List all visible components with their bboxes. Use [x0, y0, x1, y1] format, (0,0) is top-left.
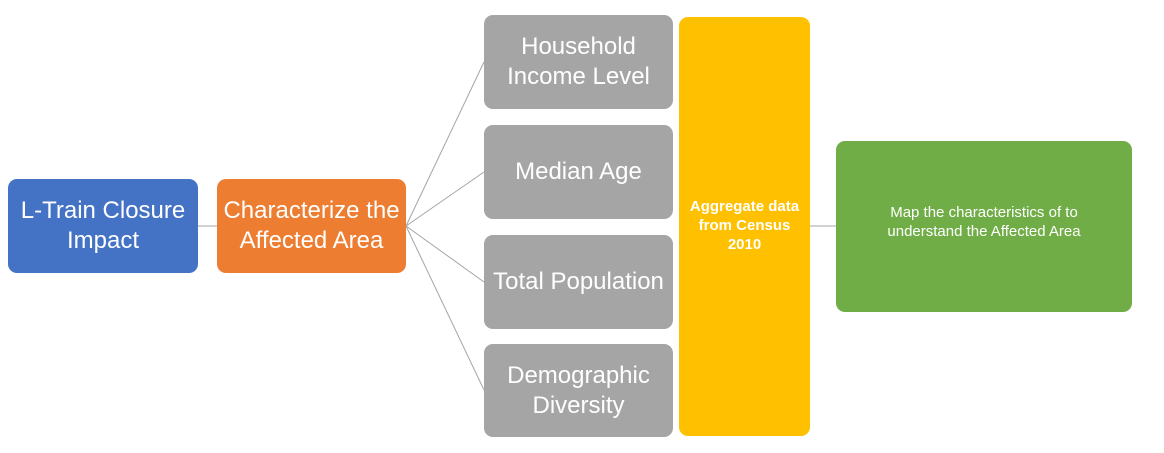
- branch-node-characterize-affected-area: Characterize the Affected Area: [217, 179, 406, 273]
- connector-branch-to-population: [405, 225, 485, 283]
- outcome-node-map-characteristics: Map the characteristics of to understand…: [836, 141, 1132, 312]
- aggregate-node-census-2010: Aggregate data from Census 2010: [679, 17, 810, 436]
- outcome-node-label: Map the characteristics of to understand…: [887, 204, 1081, 240]
- root-node-label: L-Train Closure Impact: [20, 197, 186, 254]
- factor-node-demographic-diversity: Demographic Diversity: [484, 344, 673, 437]
- factor-node-label: Median Age: [515, 158, 642, 185]
- factor-node-household-income: Household Income Level: [484, 15, 673, 109]
- branch-node-label: Characterize the Affected Area: [223, 197, 400, 254]
- connector-branch-to-diversity: [405, 225, 485, 391]
- factor-node-label: Demographic Diversity: [507, 361, 650, 419]
- aggregate-node-label: Aggregate data from Census 2010: [689, 198, 800, 253]
- factor-node-label: Household Income Level: [507, 33, 650, 90]
- factor-node-label: Total Population: [493, 268, 664, 295]
- factor-node-total-population: Total Population: [484, 235, 673, 329]
- connector-branch-to-age: [405, 171, 485, 227]
- connector-branch-to-income: [405, 61, 485, 227]
- root-node-l-train-closure-impact: L-Train Closure Impact: [8, 179, 198, 273]
- factor-node-median-age: Median Age: [484, 125, 673, 219]
